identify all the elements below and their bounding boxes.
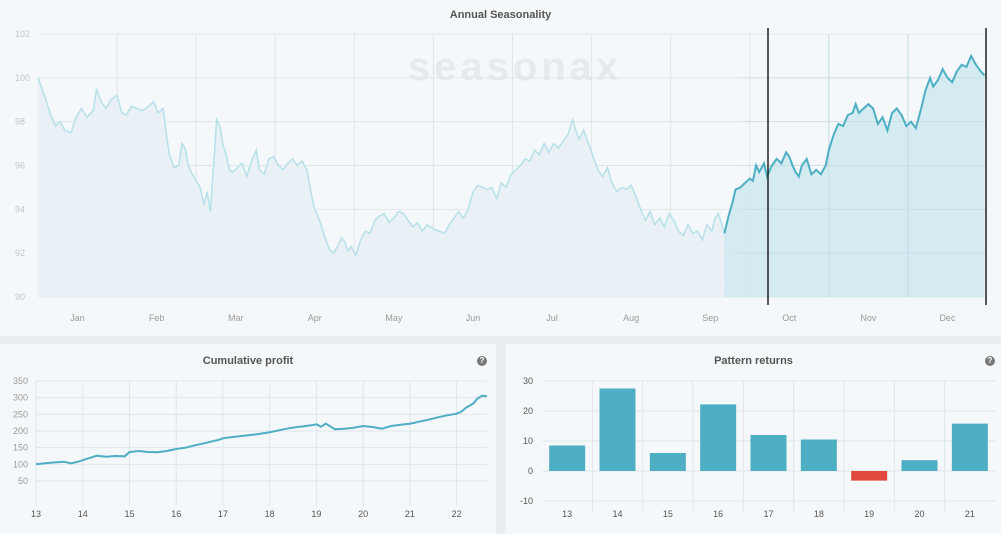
y-tick-label: 200 <box>13 426 28 436</box>
pattern-return-bar <box>951 423 988 471</box>
month-label: Dec <box>939 313 956 323</box>
x-tick-label: 18 <box>814 509 824 519</box>
cumulative-profit-chart[interactable]: 50 100 150 200 250 300 350 13 14 15 16 17 18 19 20 21 22 <box>0 344 496 534</box>
y-tick-label: 90 <box>15 292 25 302</box>
help-icon[interactable]: ? <box>477 356 487 366</box>
x-tick-label: 16 <box>171 509 181 519</box>
y-tick-label: 150 <box>13 443 28 453</box>
y-tick-label: 50 <box>18 476 28 486</box>
seasonality-area <box>38 77 725 297</box>
annual-seasonality-title: Annual Seasonality <box>449 9 552 21</box>
x-tick-label: 14 <box>78 509 88 519</box>
month-label: Feb <box>149 313 165 323</box>
month-label: May <box>385 313 403 323</box>
month-label: Apr <box>308 313 322 323</box>
y-tick-label: 98 <box>15 117 25 127</box>
x-tick-label: 20 <box>914 509 924 519</box>
x-tick-label: 22 <box>452 509 462 519</box>
y-tick-label: 250 <box>13 409 28 419</box>
y-tick-label: 96 <box>15 161 25 171</box>
y-tick-label: 10 <box>523 436 533 446</box>
pattern-returns-panel: Pattern returns ? -10 0 10 20 30 13 14 15 16 17 18… <box>506 344 1001 534</box>
month-label: Jun <box>466 313 481 323</box>
pattern-return-bar <box>599 388 636 471</box>
x-tick-label: 15 <box>663 509 673 519</box>
pattern-return-bar <box>549 445 586 471</box>
month-label: Aug <box>623 313 639 323</box>
seasonality-line <box>37 77 726 258</box>
x-tick-label: 21 <box>965 509 975 519</box>
cumulative-profit-panel: Cumulative profit ? 50 100 150 200 250 300 350… <box>0 344 496 534</box>
x-tick-label: 18 <box>265 509 275 519</box>
x-tick-label: 13 <box>31 509 41 519</box>
pattern-return-bar <box>750 435 787 471</box>
x-tick-label: 17 <box>763 509 773 519</box>
month-label: Jan <box>70 313 85 323</box>
pattern-returns-chart[interactable]: -10 0 10 20 30 13 14 15 16 17 18 19 20 21 <box>506 344 1001 534</box>
pattern-return-bar <box>851 471 888 481</box>
pattern-returns-title: Pattern returns <box>714 355 793 367</box>
cumulative-profit-title: Cumulative profit <box>202 355 294 367</box>
x-tick-label: 13 <box>562 509 572 519</box>
x-tick-label: 17 <box>218 509 228 519</box>
cumulative-profit-line <box>35 394 488 466</box>
annual-seasonality-panel: Annual Seasonality seasonax 90 92 94 96 98 100… <box>0 0 1001 336</box>
month-label: Jul <box>546 313 558 323</box>
y-tick-label: 100 <box>15 73 30 83</box>
y-tick-label: 102 <box>15 29 30 39</box>
pattern-return-bar <box>700 404 737 471</box>
month-label: Oct <box>782 313 797 323</box>
annual-seasonality-chart[interactable]: seasonax 90 92 94 96 98 100 102 Jan Feb Mar Apr May J… <box>0 0 1001 336</box>
y-tick-label: 92 <box>15 248 25 258</box>
x-tick-label: 19 <box>864 509 874 519</box>
y-tick-label: 94 <box>15 204 25 214</box>
help-icon[interactable]: ? <box>985 356 995 366</box>
month-label: Sep <box>702 313 718 323</box>
x-tick-label: 21 <box>405 509 415 519</box>
x-tick-label: 19 <box>311 509 321 519</box>
month-label: Mar <box>228 313 244 323</box>
y-tick-label: 350 <box>13 376 28 386</box>
y-tick-label: -10 <box>520 496 533 506</box>
y-tick-label: 100 <box>13 459 28 469</box>
y-tick-label: 30 <box>523 376 533 386</box>
x-tick-label: 14 <box>612 509 622 519</box>
y-tick-label: 20 <box>523 406 533 416</box>
pattern-return-bar <box>649 453 686 471</box>
pattern-return-bar <box>901 460 938 471</box>
highlight-line <box>723 53 986 234</box>
pattern-return-bar <box>800 439 837 471</box>
y-tick-label: 300 <box>13 393 28 403</box>
month-label: Nov <box>860 313 877 323</box>
x-tick-label: 15 <box>124 509 134 519</box>
x-tick-label: 20 <box>358 509 368 519</box>
x-tick-label: 16 <box>713 509 723 519</box>
watermark-logo: seasonax <box>408 45 622 89</box>
y-tick-label: 0 <box>528 466 533 476</box>
